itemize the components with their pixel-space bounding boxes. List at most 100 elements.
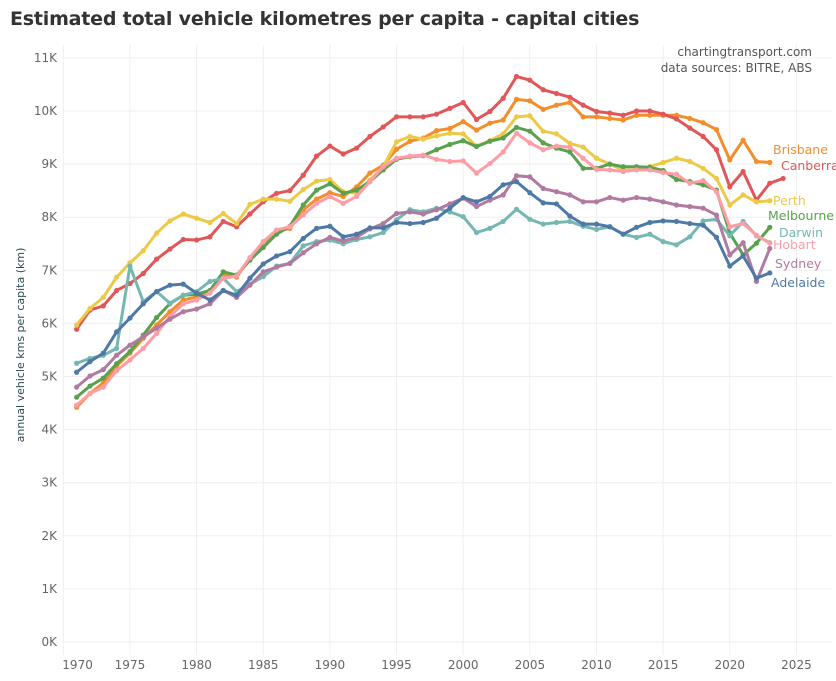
y-tick-label: 4K [41, 423, 58, 437]
data-point [513, 114, 520, 120]
data-point [713, 175, 720, 182]
data-point [687, 158, 693, 165]
data-point [620, 168, 626, 175]
data-point [114, 368, 120, 374]
data-point [540, 140, 546, 146]
data-point [553, 102, 560, 108]
data-point [433, 111, 440, 117]
data-point [740, 168, 746, 175]
data-point [340, 234, 346, 240]
data-point [313, 241, 320, 247]
data-point [247, 282, 253, 288]
series-label-adelaide: Adelaide [771, 275, 825, 290]
series-brisbane [74, 96, 773, 410]
data-point [633, 108, 640, 114]
series-line [75, 97, 770, 409]
data-point [233, 273, 240, 279]
data-point [233, 220, 240, 227]
data-point [500, 182, 506, 188]
data-point [553, 143, 560, 149]
data-point [260, 239, 266, 245]
data-point [473, 116, 480, 123]
x-tick-label: 1975 [115, 658, 146, 672]
data-point [700, 120, 706, 126]
data-point [500, 117, 506, 123]
series-label-hobart: Hobart [773, 237, 816, 252]
data-point [313, 178, 320, 184]
data-point [593, 108, 600, 115]
data-point [273, 196, 280, 202]
data-point [673, 242, 680, 248]
data-point [660, 111, 666, 117]
data-point [513, 173, 520, 179]
data-point [340, 190, 346, 196]
data-point [167, 282, 173, 288]
data-point [647, 219, 653, 226]
data-point [380, 220, 386, 227]
data-point [313, 225, 320, 231]
data-point [300, 212, 306, 218]
data-point [633, 194, 640, 201]
data-point [140, 270, 146, 277]
data-point [767, 180, 773, 186]
data-point [167, 246, 173, 252]
data-point [540, 200, 546, 206]
data-point [567, 192, 573, 198]
series-label-melbourne: Melbourne [768, 208, 834, 223]
data-point [580, 165, 586, 171]
data-point [700, 205, 706, 211]
data-point [527, 77, 533, 83]
data-point [433, 207, 440, 213]
data-point [114, 345, 120, 351]
data-point [633, 224, 640, 230]
y-tick-label: 5K [41, 370, 58, 384]
data-point [420, 152, 426, 158]
data-point [473, 229, 480, 236]
data-point [380, 124, 386, 130]
data-point [460, 131, 466, 137]
data-point [180, 281, 186, 287]
data-point [220, 210, 226, 217]
data-point [620, 231, 626, 237]
data-point [74, 360, 80, 366]
data-point [473, 170, 480, 176]
data-point [713, 234, 720, 240]
data-point [487, 225, 493, 231]
data-point [727, 252, 733, 258]
data-point [140, 301, 146, 307]
data-point [580, 155, 586, 161]
data-point [767, 240, 773, 246]
data-point [167, 316, 173, 322]
data-point [100, 366, 106, 373]
y-tick-label: 8K [41, 210, 58, 224]
data-point [673, 116, 680, 122]
data-point [220, 275, 226, 281]
data-point [300, 202, 306, 208]
data-point [114, 361, 120, 367]
data-point [313, 187, 320, 193]
data-point [300, 250, 306, 256]
data-point [487, 193, 493, 200]
data-point [740, 253, 746, 259]
x-tick-label: 1980 [181, 658, 212, 672]
data-point [607, 167, 613, 173]
data-point [420, 211, 426, 217]
data-point [513, 73, 520, 80]
data-point [687, 220, 693, 227]
data-point [633, 234, 640, 240]
data-point [140, 248, 146, 254]
data-point [460, 138, 466, 144]
data-point [660, 159, 666, 166]
gridlines [62, 45, 833, 655]
data-point [340, 200, 346, 206]
data-point [353, 231, 360, 237]
data-point [420, 219, 426, 226]
data-point [687, 125, 693, 131]
data-point [713, 189, 720, 195]
data-point [700, 177, 706, 184]
data-point [740, 192, 746, 198]
y-tick-label: 10K [34, 104, 58, 118]
data-point [753, 199, 760, 205]
